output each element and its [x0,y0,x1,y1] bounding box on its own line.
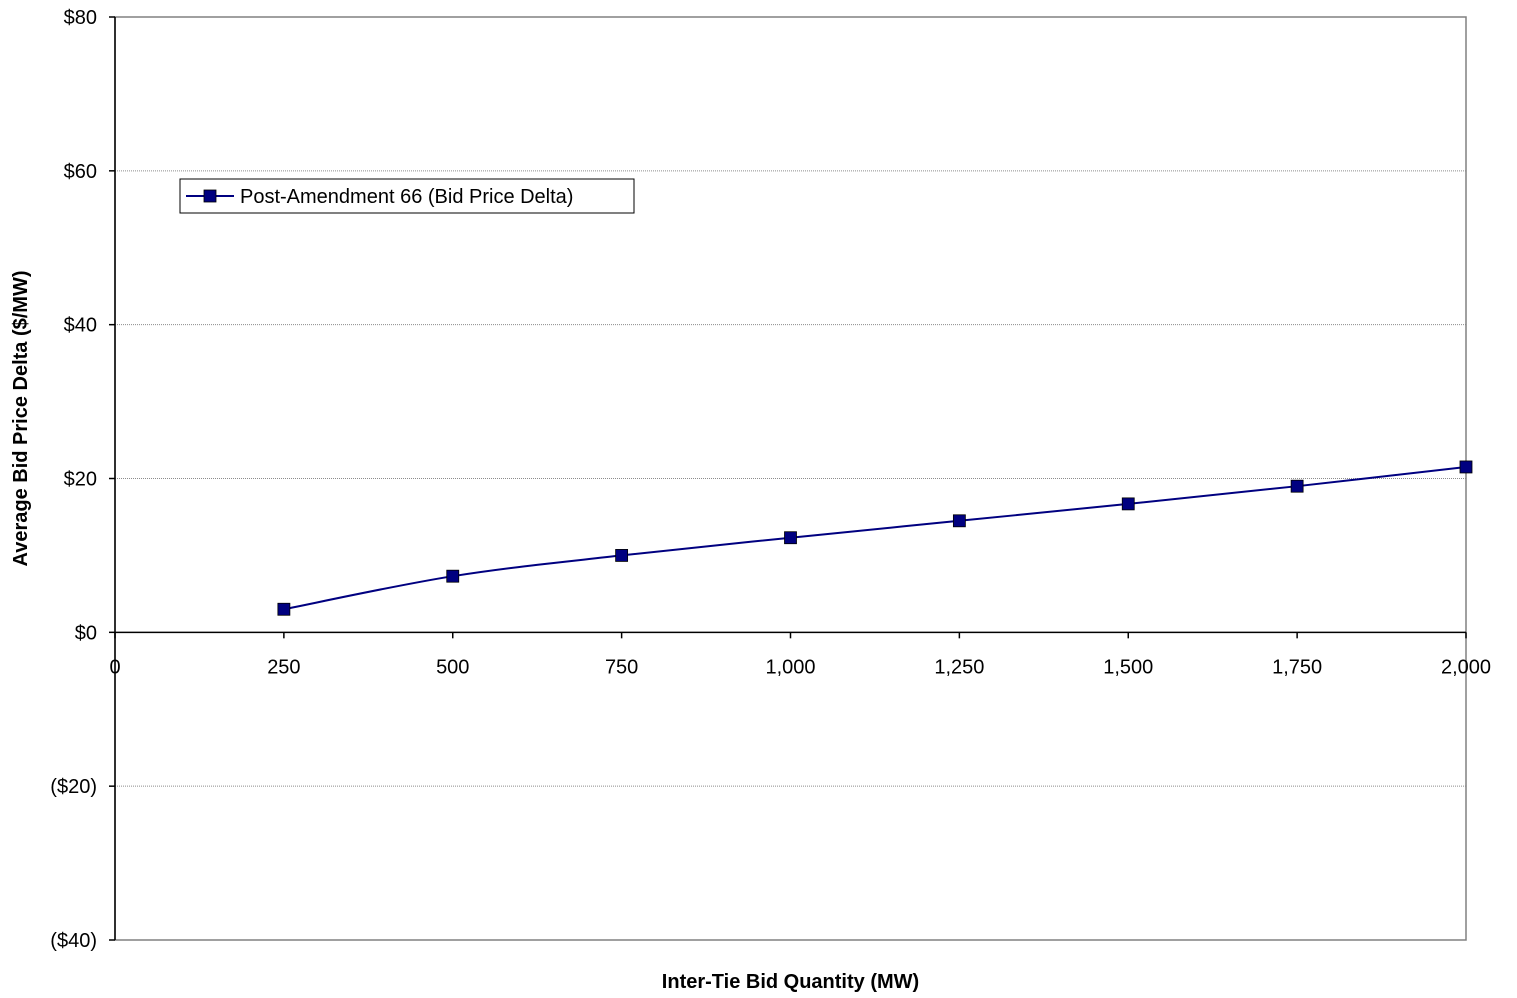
x-tick-label: 1,000 [765,656,815,678]
y-tick-label: $60 [64,161,97,183]
x-tick-label: 1,250 [934,656,984,678]
y-tick-labels: $80 $60 $40 $20 $0 ($20) ($40) [50,7,97,952]
x-tick-label: 750 [605,656,638,678]
y-tick-label: $80 [64,7,97,29]
x-tick-label: 1,750 [1272,656,1322,678]
data-point-marker [784,531,797,545]
x-tick-label: 2,000 [1441,656,1491,678]
y-tick-label: $40 [64,315,97,337]
series-line [283,465,1467,611]
y-tick-label: $0 [75,622,97,644]
y-axis-title: Average Bid Price Delta ($/MW) [10,270,32,566]
y-tick-label: $20 [64,469,97,491]
x-tick-label: 250 [267,656,300,678]
legend-marker-swatch [203,189,217,203]
data-point-marker [1459,460,1473,474]
x-axis-title: Inter-Tie Bid Quantity (MW) [662,971,919,993]
legend: Post-Amendment 66 (Bid Price Delta) [179,178,635,214]
data-point-marker [446,569,460,583]
data-point-marker [1290,479,1304,493]
data-point-marker [1121,497,1135,511]
legend-box [179,178,635,214]
x-tick-label: 1,500 [1103,656,1153,678]
x-tick-labels: 0 250 500 750 1,000 1,250 1,500 1,750 2,000 [109,656,1491,678]
data-point-marker [615,549,629,562]
series-layer [277,460,1473,616]
legend-entry-label: Post-Amendment 66 (Bid Price Delta) [240,186,573,208]
gridlines [115,170,1466,787]
x-tick-label: 0 [109,656,120,678]
y-tick-label: ($40) [50,930,97,952]
y-tick-label: ($20) [50,776,97,798]
x-tick-label: 500 [436,656,469,678]
data-point-marker [277,602,291,616]
axes [109,16,1467,941]
data-point-marker [952,514,966,528]
